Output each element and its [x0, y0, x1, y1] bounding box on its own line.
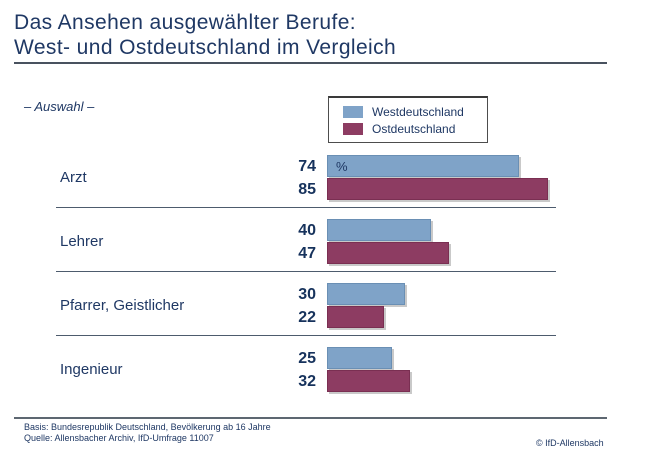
legend: Westdeutschland Ostdeutschland: [328, 96, 488, 143]
bar-west: %: [327, 155, 519, 177]
bar-west: [327, 347, 392, 369]
value-west: 30: [298, 286, 316, 303]
page-title-line2: West- und Ostdeutschland im Vergleich: [14, 36, 397, 59]
chart-row-3: Ingenieur 25 32: [0, 347, 668, 393]
chart-subtitle: – Auswahl –: [24, 99, 95, 114]
bar-ost: [327, 306, 384, 328]
bar-ost: [327, 178, 548, 200]
legend-swatch-west: [343, 105, 363, 118]
legend-row-ost: Ostdeutschland: [343, 121, 479, 136]
bar-west: [327, 219, 431, 241]
legend-row-west: Westdeutschland: [343, 104, 479, 119]
category-label: Arzt: [60, 169, 87, 186]
footer-quelle: Quelle: Allensbacher Archiv, IfD-Umfrage…: [24, 433, 214, 443]
category-label: Lehrer: [60, 233, 104, 250]
value-ost: 22: [298, 309, 316, 326]
value-ost: 47: [298, 245, 316, 262]
bar-ost: [327, 242, 449, 264]
legend-swatch-ost: [343, 122, 363, 135]
value-west: 25: [298, 350, 316, 367]
footer-basis: Basis: Bundesrepublik Deutschland, Bevöl…: [24, 422, 271, 432]
legend-label-west: Westdeutschland: [372, 104, 464, 119]
footer-source: Basis: Bundesrepublik Deutschland, Bevöl…: [24, 422, 271, 444]
chart-row-2: Pfarrer, Geistlicher 30 22: [0, 283, 668, 336]
copyright-note: © IfD-Allensbach: [536, 438, 604, 448]
value-west: 74: [298, 158, 316, 175]
legend-label-ost: Ostdeutschland: [372, 121, 456, 136]
page-title-line1: Das Ansehen ausgewählter Berufe:: [14, 11, 357, 34]
percent-unit-label: %: [336, 159, 348, 174]
page-title: Das Ansehen ausgewählter Berufe: West- u…: [14, 10, 396, 60]
category-label: Pfarrer, Geistlicher: [60, 297, 185, 314]
bar-ost: [327, 370, 410, 392]
row-separator: [56, 207, 556, 208]
chart-row-0: Arzt 74 85%: [0, 155, 668, 208]
value-west: 40: [298, 222, 316, 239]
chart-row-1: Lehrer 40 47: [0, 219, 668, 272]
category-label: Ingenieur: [60, 361, 123, 378]
value-ost: 85: [298, 181, 316, 198]
row-separator: [56, 271, 556, 272]
row-separator: [56, 335, 556, 336]
footer-rule: [14, 417, 607, 419]
title-underline: [14, 62, 607, 64]
bar-west: [327, 283, 405, 305]
value-ost: 32: [298, 373, 316, 390]
